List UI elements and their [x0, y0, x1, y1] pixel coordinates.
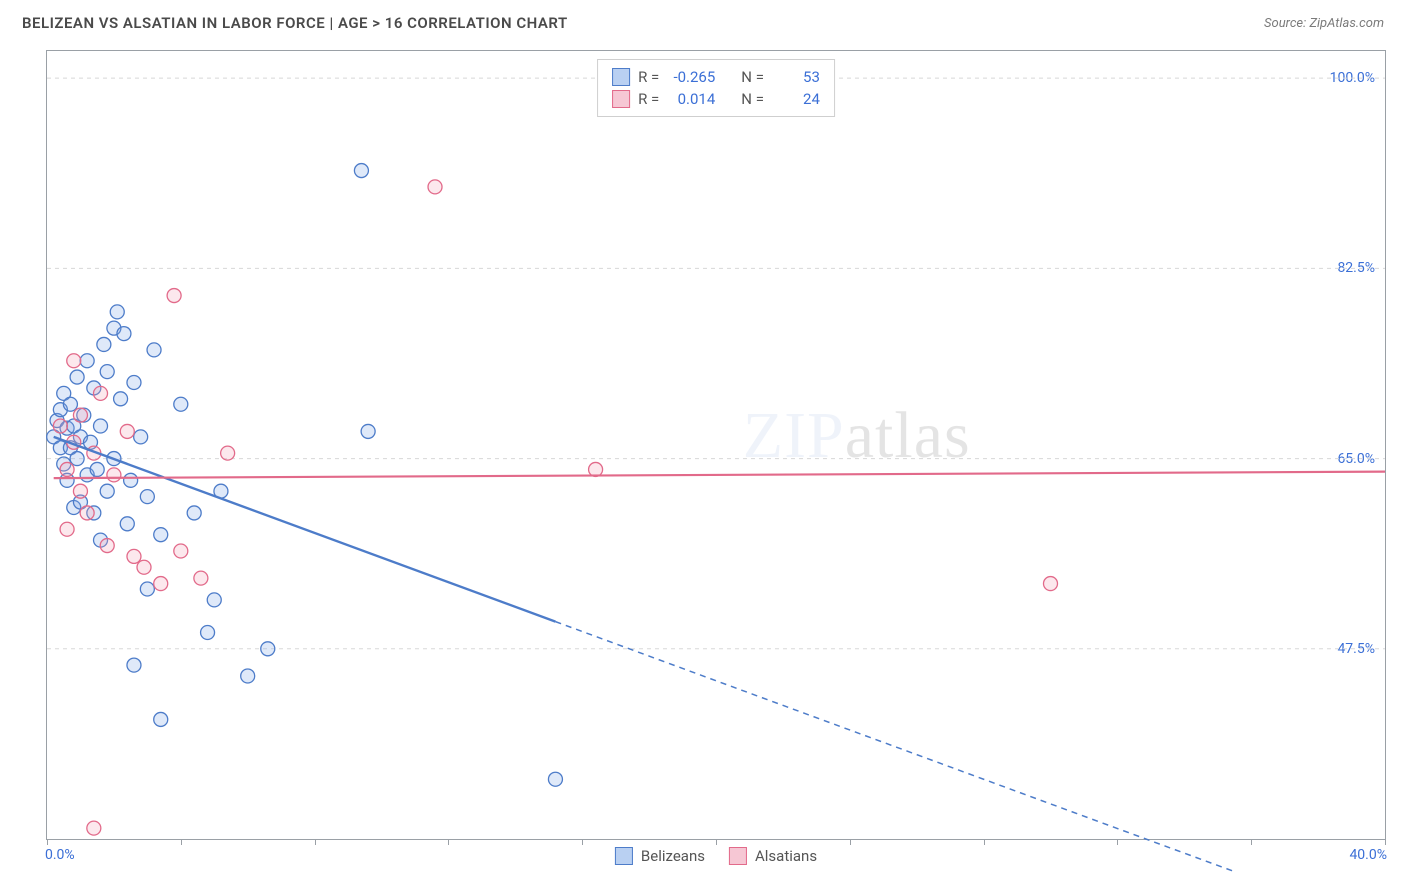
x-tick	[984, 839, 985, 845]
chart-area: ZIPatlas R = -0.265 N = 53 R = 0.014 N =…	[46, 50, 1386, 840]
legend-item-alsatians: Alsatians	[729, 847, 817, 865]
legend-swatch-alsatians	[729, 847, 747, 865]
x-tick	[716, 839, 717, 845]
x-tick	[448, 839, 449, 845]
legend-label-belizeans: Belizeans	[641, 847, 705, 865]
x-tick	[582, 839, 583, 845]
swatch-belizeans	[612, 68, 630, 86]
r-label: R =	[638, 68, 659, 86]
x-tick	[1251, 839, 1252, 845]
x-tick	[181, 839, 182, 845]
correlation-legend: R = -0.265 N = 53 R = 0.014 N = 24	[597, 59, 835, 117]
n-label: N =	[741, 68, 764, 86]
n-value-alsatians: 24	[772, 90, 820, 108]
series-legend: Belizeans Alsatians	[615, 847, 817, 865]
x-end-label: 40.0%	[1349, 847, 1387, 863]
x-tick	[850, 839, 851, 845]
chart-title: BELIZEAN VS ALSATIAN IN LABOR FORCE | AG…	[22, 14, 568, 32]
r-value-belizeans: -0.265	[667, 68, 715, 86]
n-label: N =	[741, 90, 764, 108]
x-tick	[1385, 839, 1386, 845]
legend-row-alsatians: R = 0.014 N = 24	[612, 88, 820, 110]
swatch-alsatians	[612, 90, 630, 108]
legend-swatch-belizeans	[615, 847, 633, 865]
source-attribution: Source: ZipAtlas.com	[1264, 16, 1384, 31]
x-tick	[47, 839, 48, 845]
x-tick	[315, 839, 316, 845]
x-start-label: 0.0%	[45, 847, 75, 863]
r-value-alsatians: 0.014	[667, 90, 715, 108]
source-prefix: Source:	[1264, 16, 1309, 31]
chart-header: BELIZEAN VS ALSATIAN IN LABOR FORCE | AG…	[0, 0, 1406, 42]
legend-row-belizeans: R = -0.265 N = 53	[612, 66, 820, 88]
legend-item-belizeans: Belizeans	[615, 847, 705, 865]
n-value-belizeans: 53	[772, 68, 820, 86]
plot-svg	[47, 51, 1385, 839]
x-tick	[1117, 839, 1118, 845]
source-name: ZipAtlas.com	[1309, 16, 1384, 31]
r-label: R =	[638, 90, 659, 108]
legend-label-alsatians: Alsatians	[755, 847, 817, 865]
